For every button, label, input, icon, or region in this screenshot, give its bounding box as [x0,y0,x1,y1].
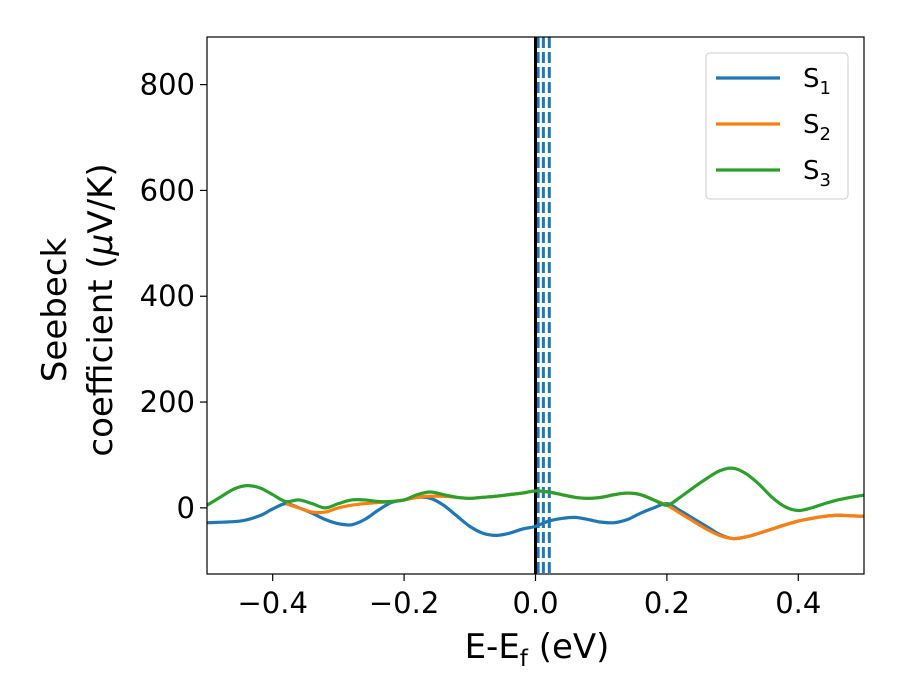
y-tick-label: 800 [140,68,195,102]
x-tick-label: 0.4 [775,586,821,620]
y-axis: 0 200 400 600 800 [140,68,207,525]
legend-label-s1: S1 [803,64,831,99]
y-axis-label-line1: Seebeck [35,238,75,383]
x-axis: −0.4 −0.2 0.0 0.2 0.4 [237,574,821,620]
x-tick-label: 0.2 [644,586,690,620]
x-tick-label: −0.2 [369,586,439,620]
series-line-s3 [207,466,864,513]
y-axis-label-line2: coefficient (μV/K) [81,163,121,456]
y-tick-label: 0 [177,491,195,525]
y-axis-label: Seebeck coefficient (μV/K) [35,163,121,456]
y-tick-label: 400 [140,279,195,313]
legend: S1 S2 S3 [705,52,849,200]
legend-frame [705,52,849,200]
legend-label-s3: S3 [803,156,831,191]
x-tick-label: −0.4 [237,586,307,620]
x-axis-label: E-Ef (eV) [465,627,610,672]
y-tick-label: 600 [140,173,195,207]
y-tick-label: 200 [140,385,195,419]
series-layer [207,466,864,541]
x-tick-label: 0.0 [512,586,558,620]
legend-label-s2: S2 [803,110,831,145]
reference-lines [534,37,551,574]
